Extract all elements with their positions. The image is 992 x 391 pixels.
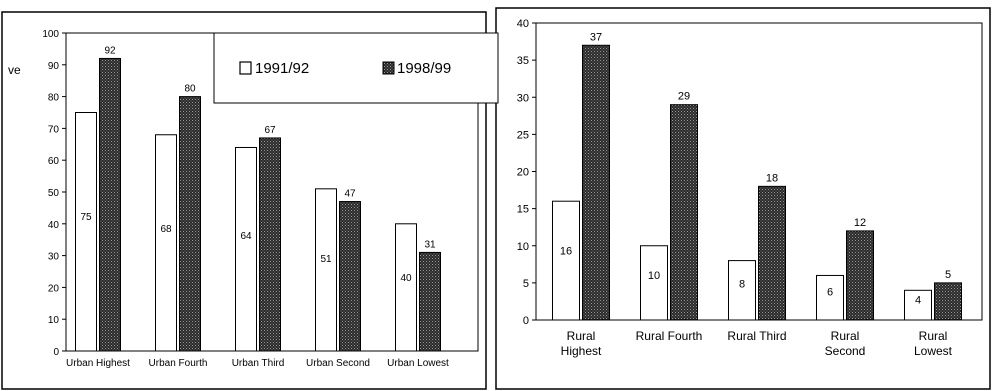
y-tick-label-urban-10: 10 xyxy=(48,315,60,326)
legend-label-1991: 1991/92 xyxy=(255,60,309,77)
legend-swatch-1991 xyxy=(239,61,252,75)
legend: 1991/92 1998/99 xyxy=(213,32,499,104)
y-axis-rural: 0 5 10 15 20 25 30 35 40 xyxy=(517,18,536,327)
data-label-rural-1991-1: 16 xyxy=(560,246,572,258)
x-label-rural-1-line1: Rural xyxy=(567,329,596,343)
y-tick-label-rural-5: 5 xyxy=(523,278,529,290)
y-tick-label-urban-80: 80 xyxy=(48,93,60,104)
data-label-urban-1998-2: 80 xyxy=(184,84,196,95)
data-label-urban-1991-4: 51 xyxy=(320,254,332,265)
bar-rural-1998-3 xyxy=(758,185,786,321)
data-label-urban-1998-4: 47 xyxy=(344,189,356,200)
y-tick-label-rural-25: 25 xyxy=(517,129,529,141)
y-tick-label-urban-90: 90 xyxy=(48,61,60,72)
x-label-rural-4-line2: Second xyxy=(825,344,866,358)
bar-urban-1998-2 xyxy=(179,96,201,352)
left-axis-fragment: ve xyxy=(8,63,21,77)
data-label-rural-1991-4: 6 xyxy=(827,286,833,298)
y-tick-label-rural-40: 40 xyxy=(517,18,529,30)
x-label-urban-2: Urban Fourth xyxy=(149,358,208,369)
bar-urban-1991-2 xyxy=(155,134,177,352)
data-label-rural-1998-3: 18 xyxy=(766,172,778,184)
x-label-rural-4-line1: Rural xyxy=(831,329,860,343)
bar-rural-1991-5 xyxy=(904,289,932,321)
y-tick-label-urban-0: 0 xyxy=(53,347,59,358)
y-tick-label-urban-40: 40 xyxy=(48,220,60,231)
y-tick-label-rural-10: 10 xyxy=(517,241,529,253)
x-label-urban-4: Urban Second xyxy=(306,358,370,369)
y-tick-label-urban-30: 30 xyxy=(48,252,60,263)
bar-rural-1991-2 xyxy=(640,245,668,321)
data-label-rural-1998-5: 5 xyxy=(945,269,951,281)
y-tick-label-urban-60: 60 xyxy=(48,156,60,167)
legend-box xyxy=(213,32,499,104)
chart-urban: 0 10 20 30 40 50 60 70 80 90 100 75 92 68 80 64 67 51 47 4… xyxy=(42,29,479,369)
y-axis-urban: 0 10 20 30 40 50 60 70 80 90 100 xyxy=(42,29,66,358)
y-tick-label-rural-30: 30 xyxy=(517,92,529,104)
y-tick-label-rural-35: 35 xyxy=(517,55,529,67)
x-label-rural-5-line1: Rural xyxy=(919,329,948,343)
bar-urban-1998-5 xyxy=(419,251,441,352)
bar-urban-1998-4 xyxy=(339,201,361,352)
data-label-urban-1998-5: 31 xyxy=(424,239,436,250)
legend-swatch-1998 xyxy=(382,61,395,75)
data-label-urban-1998-3: 67 xyxy=(264,125,276,136)
x-label-rural-2: Rural Fourth xyxy=(636,329,703,343)
data-label-rural-1998-1: 37 xyxy=(590,31,602,43)
bar-rural-1998-4 xyxy=(846,230,874,321)
data-label-rural-1991-3: 8 xyxy=(739,278,745,290)
data-label-urban-1991-1: 75 xyxy=(80,212,92,223)
bar-urban-1998-1 xyxy=(99,57,121,352)
x-labels-urban: Urban Highest Urban Fourth Urban Third Urba… xyxy=(66,358,449,369)
x-label-urban-5: Urban Lowest xyxy=(387,358,449,369)
bar-rural-1991-3 xyxy=(728,260,756,321)
data-label-urban-1991-3: 64 xyxy=(240,231,252,242)
bars-rural: 16 37 10 29 8 18 6 12 4 5 xyxy=(552,31,962,321)
left-chart-frame xyxy=(1,11,487,390)
y-tick-label-rural-0: 0 xyxy=(523,315,529,327)
bar-urban-1991-5 xyxy=(395,223,417,352)
data-label-rural-1991-2: 10 xyxy=(648,270,660,282)
y-tick-label-urban-50: 50 xyxy=(48,188,60,199)
bar-rural-1991-1 xyxy=(552,200,580,321)
bars-urban: 75 92 68 80 64 67 51 47 40 31 xyxy=(75,45,441,352)
x-label-rural-1-line2: Highest xyxy=(561,344,602,358)
bar-rural-1998-1 xyxy=(582,44,610,321)
y-tick-label-rural-15: 15 xyxy=(517,204,529,216)
bar-urban-1991-3 xyxy=(235,146,257,352)
y-tick-label-rural-20: 20 xyxy=(517,167,529,179)
bar-urban-1998-3 xyxy=(259,137,281,352)
x-label-urban-3: Urban Third xyxy=(232,358,285,369)
y-tick-label-urban-100: 100 xyxy=(42,29,59,40)
data-label-urban-1991-5: 40 xyxy=(400,273,412,284)
y-tick-label-urban-70: 70 xyxy=(48,124,60,135)
bar-urban-1991-4 xyxy=(315,188,337,352)
data-label-rural-1991-5: 4 xyxy=(915,295,921,307)
bar-rural-1998-2 xyxy=(670,104,698,321)
bar-rural-1998-5 xyxy=(934,282,962,321)
data-label-rural-1998-4: 12 xyxy=(854,217,866,229)
right-chart-frame xyxy=(495,7,991,390)
data-label-rural-1998-2: 29 xyxy=(678,91,690,103)
x-label-rural-3: Rural Third xyxy=(727,329,786,343)
data-label-urban-1991-2: 68 xyxy=(160,224,172,235)
y-tick-label-urban-20: 20 xyxy=(48,283,60,294)
x-label-urban-1: Urban Highest xyxy=(66,358,130,369)
bar-rural-1991-4 xyxy=(816,274,844,321)
x-label-rural-5-line2: Lowest xyxy=(914,344,953,358)
legend-label-1998: 1998/99 xyxy=(397,60,451,77)
data-label-urban-1998-1: 92 xyxy=(104,45,116,56)
bar-urban-1991-1 xyxy=(75,112,97,352)
